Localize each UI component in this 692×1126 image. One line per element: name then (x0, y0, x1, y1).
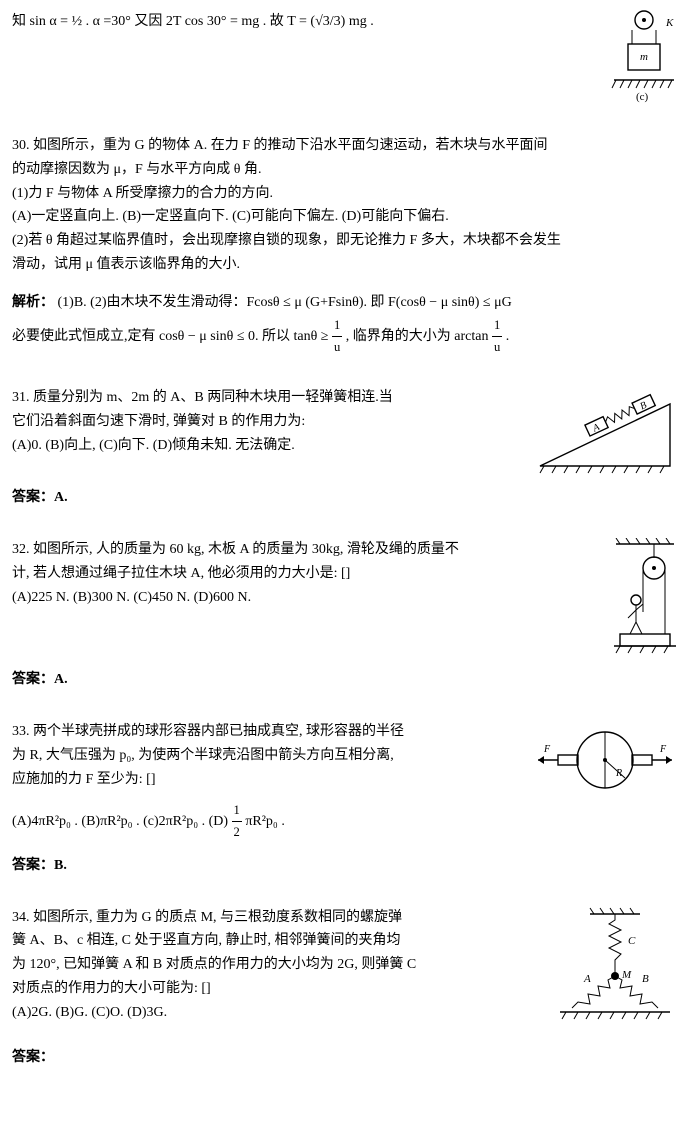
problem-31: 31. 质量分别为 m、2m 的 A、B 两同种木块用一轻弹簧相连.当 它们沿着… (12, 386, 680, 510)
svg-text:m: m (640, 51, 648, 63)
q31-line1: 31. 质量分别为 m、2m 的 A、B 两同种木块用一轻弹簧相连.当 (12, 386, 522, 410)
problem-30: 30. 如图所示，重为 G 的物体 A. 在力 F 的推动下沿水平面匀速运动，若… (12, 134, 680, 358)
svg-text:(c): (c) (636, 91, 649, 103)
q34-answer: 答案： (12, 1046, 680, 1070)
q32-answer: 答案：A. (12, 668, 680, 692)
figure-sphere: R F F (530, 720, 680, 800)
svg-text:B: B (638, 400, 648, 413)
svg-text:A: A (590, 422, 602, 435)
q30-line1: 30. 如图所示，重为 G 的物体 A. 在力 F 的推动下沿水平面匀速运动，若… (12, 134, 680, 158)
q31-line2: 它们沿着斜面匀速下滑时, 弹簧对 B 的作用力为: (12, 410, 522, 434)
q34-line3: 为 120°, 已知弹簧 A 和 B 对质点的作用力的大小均为 2G, 则弹簧 … (12, 953, 542, 977)
problem-top-fragment: 知 sin α = ½ . α =30° 又因 2T cos 30° = mg … (12, 10, 680, 106)
q33-line1: 33. 两个半球壳拼成的球形容器内部已抽成真空, 球形容器的半径 (12, 720, 522, 744)
q32-options: (A)225 N. (B)300 N. (C)450 N. (D)600 N. (12, 586, 602, 610)
fraction-1-over-u: 1u (332, 315, 342, 359)
fraction-1-over-u: 1u (492, 315, 502, 359)
svg-text:R: R (615, 768, 622, 779)
figure-pulley-man (610, 538, 680, 658)
fraction-half: 12 (232, 800, 242, 844)
q30-exp-l1: (1)B. (2)由木块不发生滑动得：Fcosθ ≤ μ (G+Fsinθ). … (58, 295, 512, 310)
svg-text:M: M (621, 969, 632, 981)
q33-line2: 为 R, 大气压强为 p₀, 为使两个半球壳沿图中箭头方向互相分离, (12, 744, 522, 768)
q34-line4: 对质点的作用力的大小可能为: [] (12, 977, 542, 1001)
q34-options: (A)2G. (B)G. (C)O. (D)3G. (12, 1001, 542, 1025)
q30-line3: (1)力 F 与物体 A 所受摩擦力的合力的方向. (12, 182, 680, 206)
q32-line2: 计, 若人想通过绳子拉住木块 A, 他必须用的力大小是: [] (12, 562, 602, 586)
q31-answer: 答案：A. (12, 486, 680, 510)
q30-exp-l2: 必要使此式恒成立,定有 cosθ − μ sinθ ≤ 0. 所以 tanθ ≥… (12, 315, 680, 359)
svg-text:B: B (642, 973, 649, 985)
q30-line5: 滑动，试用 μ 值表示该临界角的大小. (12, 253, 680, 277)
svg-text:A: A (583, 973, 591, 985)
svg-text:F: F (543, 744, 551, 755)
svg-text:F: F (659, 744, 667, 755)
q33-options: (A)4πR²p₀ . (B)πR²p₀ . (c)2πR²p₀ . (D) 1… (12, 800, 680, 844)
figure-incline: A B (530, 386, 680, 476)
q33-line3: 应施加的力 F 至少为: [] (12, 768, 522, 792)
q31-options: (A)0. (B)向上, (C)向下. (D)倾角未知. 无法确定. (12, 434, 522, 458)
problem-34: 34. 如图所示, 重力为 G 的质点 M, 与三根劲度系数相同的螺旋弹 簧 A… (12, 906, 680, 1070)
q30-options: (A)一定竖直向上. (B)一定竖直向下. (C)可能向下偏左. (D)可能向下… (12, 205, 680, 229)
problem-32: 32. 如图所示, 人的质量为 60 kg, 木板 A 的质量为 30kg, 滑… (12, 538, 680, 692)
problem-33: 33. 两个半球壳拼成的球形容器内部已抽成真空, 球形容器的半径 为 R, 大气… (12, 720, 680, 878)
figure-top-pulley: K m (c) (608, 10, 680, 106)
q30-exp-label: 解析： (12, 295, 54, 310)
top-equation: 知 sin α = ½ . α =30° 又因 2T cos 30° = mg … (12, 14, 374, 29)
figure-springs: C M A B (550, 906, 680, 1036)
q34-line2: 簧 A、B、c 相连, C 处于竖直方向, 静止时, 相邻弹簧间的夹角均 (12, 929, 542, 953)
q32-line1: 32. 如图所示, 人的质量为 60 kg, 木板 A 的质量为 30kg, 滑… (12, 538, 602, 562)
svg-text:K: K (665, 17, 674, 29)
q33-answer: 答案：B. (12, 854, 680, 878)
q30-line4: (2)若 θ 角超过某临界值时，会出现摩擦自锁的现象，即无论推力 F 多大，木块… (12, 229, 680, 253)
q34-line1: 34. 如图所示, 重力为 G 的质点 M, 与三根劲度系数相同的螺旋弹 (12, 906, 542, 930)
q30-line2: 的动摩擦因数为 μ，F 与水平方向成 θ 角. (12, 158, 680, 182)
svg-text:C: C (628, 935, 636, 947)
